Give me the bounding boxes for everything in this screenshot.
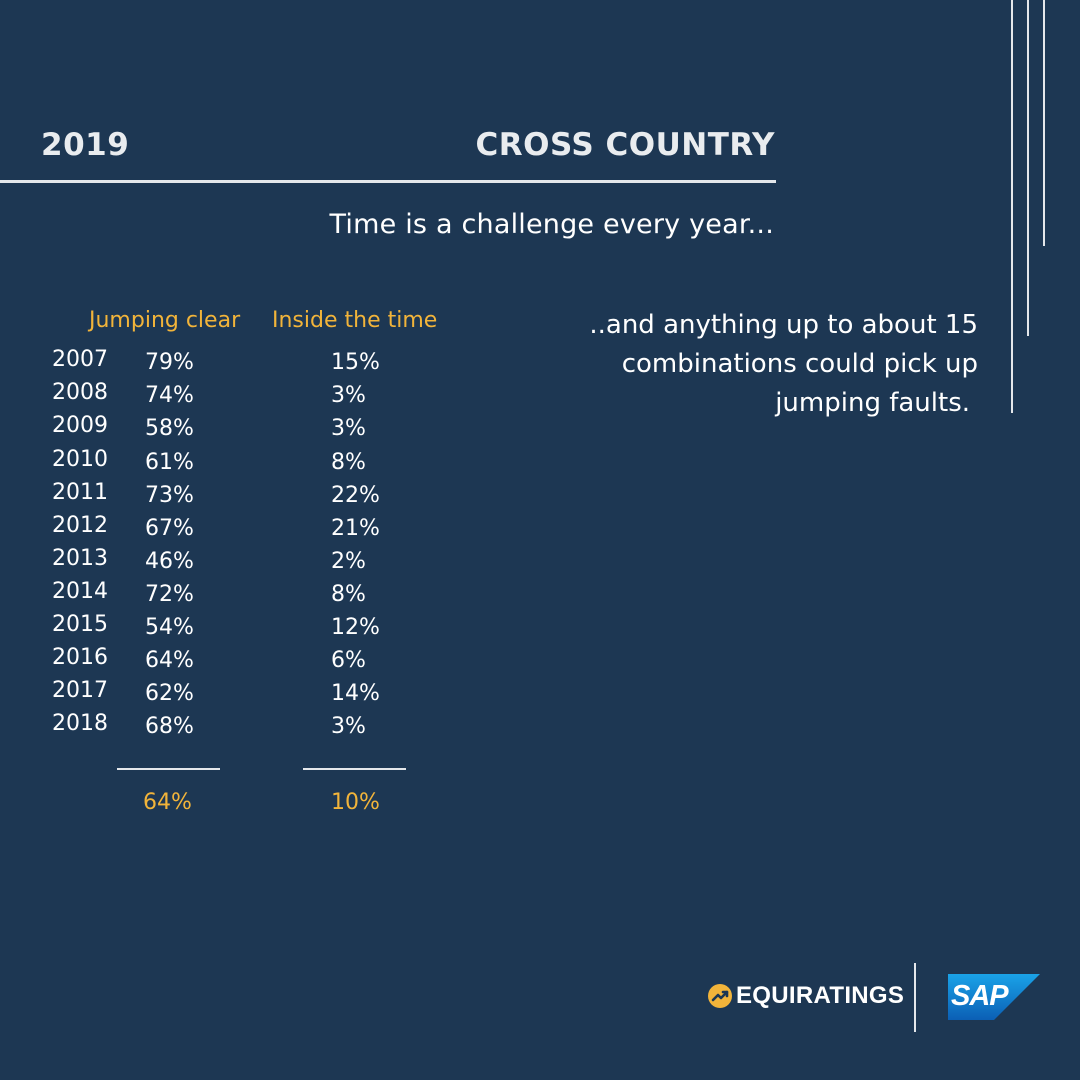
row-inside-time: 8%: [331, 582, 366, 607]
row-jumping-clear: 46%: [145, 549, 194, 574]
row-year: 2014: [52, 579, 108, 604]
row-inside-time: 3%: [331, 714, 366, 739]
row-inside-time: 3%: [331, 416, 366, 441]
stats-table: 2007 79% 15% 2008 74% 3% 2009 58% 3% 201…: [0, 347, 500, 747]
row-year: 2008: [52, 380, 108, 405]
column-header-jumping-clear: Jumping clear: [89, 308, 241, 333]
row-inside-time: 6%: [331, 648, 366, 673]
row-jumping-clear: 67%: [145, 516, 194, 541]
row-year: 2013: [52, 546, 108, 571]
row-inside-time: 15%: [331, 350, 380, 375]
note-line-2: combinations could pick up: [621, 349, 978, 379]
subtitle: Time is a challenge every year...: [329, 209, 774, 240]
row-inside-time: 8%: [331, 450, 366, 475]
equiratings-wordmark: EQUIRATINGS: [736, 982, 905, 1009]
note-line-3: jumping faults.: [775, 388, 970, 418]
row-jumping-clear: 64%: [145, 648, 194, 673]
row-inside-time: 12%: [331, 615, 380, 640]
page-title: CROSS COUNTRY: [475, 127, 775, 163]
row-jumping-clear: 68%: [145, 714, 194, 739]
row-year: 2017: [52, 678, 108, 703]
row-year: 2015: [52, 612, 108, 637]
row-jumping-clear: 73%: [145, 483, 194, 508]
jumping-clear-average: 64%: [143, 790, 192, 815]
row-jumping-clear: 61%: [145, 450, 194, 475]
decor-line-3: [1011, 0, 1013, 413]
column-header-inside-time: Inside the time: [272, 308, 438, 333]
row-year: 2018: [52, 711, 108, 736]
row-jumping-clear: 62%: [145, 681, 194, 706]
row-year: 2012: [52, 513, 108, 538]
row-year: 2007: [52, 347, 108, 372]
logo-divider: [914, 963, 916, 1032]
note-line-1: ..and anything up to about 15: [589, 310, 978, 340]
faults-note: ..and anything up to about 15 combinatio…: [558, 306, 978, 423]
row-inside-time: 21%: [331, 516, 380, 541]
header-divider: [0, 180, 776, 183]
sap-logo: SAP: [948, 974, 1040, 1020]
row-jumping-clear: 72%: [145, 582, 194, 607]
row-year: 2009: [52, 413, 108, 438]
row-jumping-clear: 58%: [145, 416, 194, 441]
row-jumping-clear: 74%: [145, 383, 194, 408]
row-year: 2010: [52, 447, 108, 472]
row-inside-time: 14%: [331, 681, 380, 706]
inside-time-average: 10%: [331, 790, 380, 815]
time-total-divider: [303, 768, 406, 770]
trend-icon: [708, 984, 732, 1008]
jumping-total-divider: [117, 768, 220, 770]
equiratings-logo: EQUIRATINGS: [708, 982, 904, 1010]
year-heading: 2019: [41, 127, 130, 163]
row-inside-time: 3%: [331, 383, 366, 408]
row-jumping-clear: 79%: [145, 350, 194, 375]
row-year: 2011: [52, 480, 108, 505]
row-inside-time: 2%: [331, 549, 366, 574]
sap-wordmark: SAP: [951, 980, 1009, 1012]
decor-line-2: [1027, 0, 1029, 336]
row-year: 2016: [52, 645, 108, 670]
row-jumping-clear: 54%: [145, 615, 194, 640]
decor-line-1: [1043, 0, 1045, 246]
row-inside-time: 22%: [331, 483, 380, 508]
